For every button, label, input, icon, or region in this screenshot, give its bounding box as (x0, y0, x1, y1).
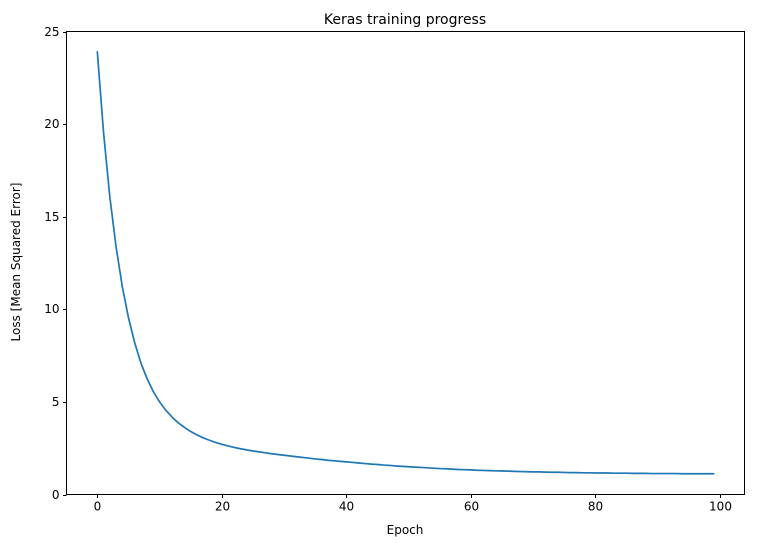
chart-title: Keras training progress (324, 12, 486, 28)
y-tick-label: 25 (44, 25, 59, 39)
x-tick-label: 60 (464, 499, 479, 513)
y-tick-label: 10 (44, 302, 59, 316)
x-tick-label: 100 (709, 499, 732, 513)
y-tick-label: 15 (44, 210, 59, 224)
x-tick-label: 80 (588, 499, 603, 513)
x-axis-label: Epoch (387, 523, 424, 537)
y-tick-label: 5 (52, 395, 60, 409)
axes-frame (66, 31, 745, 495)
x-tick-label: 40 (339, 499, 354, 513)
plot-area: 0 20 40 60 80 100 0 5 10 15 20 25 (44, 25, 745, 513)
x-tick-label: 0 (94, 499, 102, 513)
x-tick-label: 20 (215, 499, 230, 513)
loss-curve (96, 51, 715, 475)
y-tick-label: 0 (52, 488, 60, 502)
y-axis-label: Loss [Mean Squared Error] (9, 183, 23, 342)
y-tick-label: 20 (44, 117, 59, 131)
